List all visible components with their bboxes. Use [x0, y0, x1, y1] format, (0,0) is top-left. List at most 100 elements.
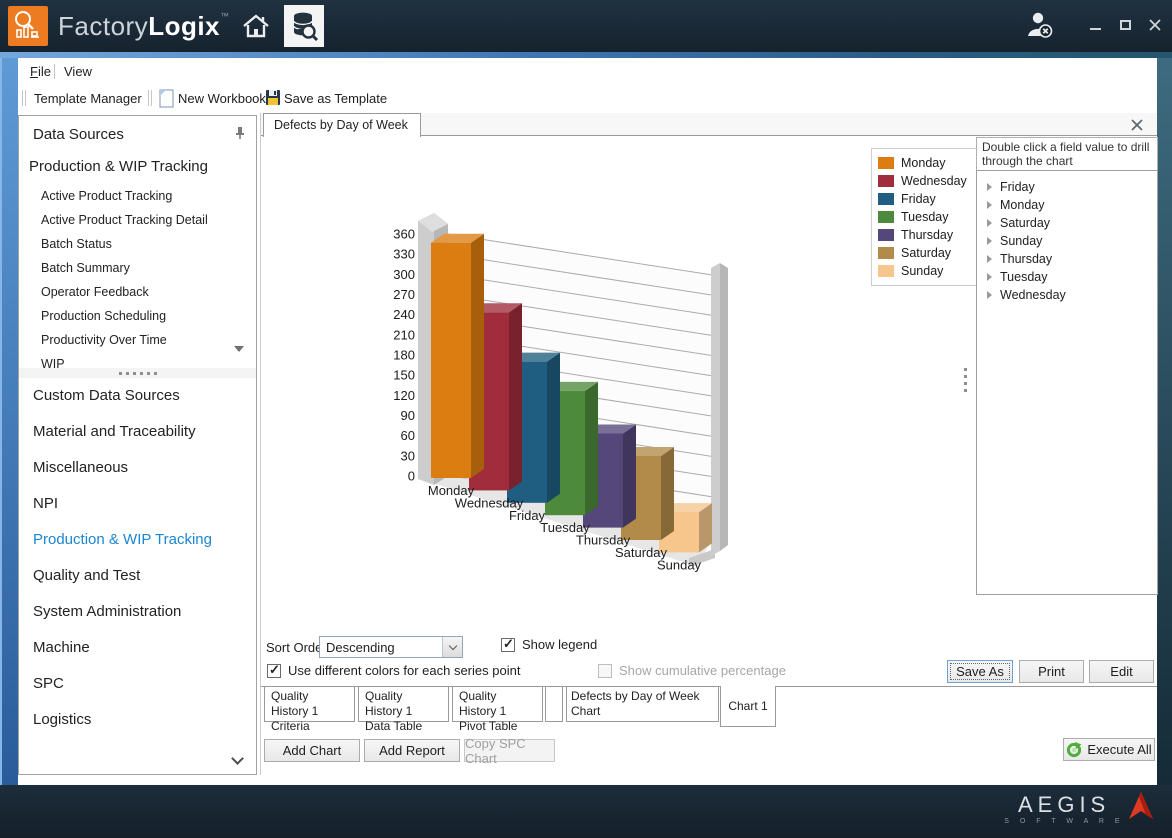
wip-dropdown-arrow-icon[interactable]	[234, 346, 244, 352]
menu-view[interactable]: View	[64, 64, 92, 79]
save-as-button[interactable]: Save As	[947, 660, 1013, 683]
use-colors-checkbox[interactable]: Use different colors for each series poi…	[267, 662, 521, 678]
expand-arrow-icon[interactable]	[987, 201, 992, 209]
sidebar-category[interactable]: Machine	[33, 639, 90, 656]
legend-swatch	[878, 211, 894, 223]
sidebar-item[interactable]: Batch Summary	[41, 261, 130, 275]
sidebar-category[interactable]: Custom Data Sources	[33, 387, 180, 404]
legend-item: Sunday	[878, 262, 967, 280]
home-button[interactable]	[236, 5, 276, 47]
expand-arrow-icon[interactable]	[987, 237, 992, 245]
expand-arrow-icon[interactable]	[987, 183, 992, 191]
legend-label: Monday	[901, 156, 946, 170]
copy-spc-chart-button: Copy SPC Chart	[464, 736, 555, 766]
sidebar-category[interactable]: Material and Traceability	[33, 423, 196, 440]
minimize-button[interactable]	[1088, 18, 1102, 32]
maximize-icon	[1119, 20, 1131, 30]
tab-quality-history-pivot-table[interactable]: Quality History 1 Pivot Table	[452, 686, 543, 733]
show-legend-label: Show legend	[522, 637, 598, 652]
checkbox-checked-icon[interactable]	[501, 636, 515, 652]
execute-all-button[interactable]: Execute All	[1063, 738, 1155, 761]
tab-quality-history-criteria[interactable]: Quality History 1 Criteria	[264, 686, 355, 733]
sidebar-item[interactable]: Active Product Tracking Detail	[41, 213, 208, 227]
edit-button[interactable]: Edit	[1089, 660, 1154, 683]
category-label: Tuesday	[540, 520, 590, 535]
expand-arrow-icon[interactable]	[987, 291, 992, 299]
y-tick-label: 240	[393, 307, 415, 322]
expand-arrow-icon[interactable]	[987, 219, 992, 227]
sidebar-category[interactable]: Miscellaneous	[33, 459, 129, 476]
sort-order-dropdown[interactable]: Descending	[319, 636, 463, 658]
save-as-template-button[interactable]: Save as Template	[284, 91, 388, 106]
sidebar-item-list: Active Product Tracking Active Product Tr…	[19, 184, 256, 376]
drill-field-item[interactable]: Monday	[977, 196, 1157, 214]
cumulative-label: Show cumulative percentage	[619, 663, 786, 678]
add-report-button[interactable]: Add Report	[364, 739, 460, 762]
expand-arrow-icon[interactable]	[987, 255, 992, 263]
sidebar-group-title[interactable]: Production & WIP Tracking	[29, 158, 208, 175]
sidebar-item[interactable]: Operator Feedback	[41, 285, 149, 299]
checkbox-checked-icon[interactable]	[267, 662, 281, 678]
add-chart-button[interactable]: Add Chart	[264, 739, 360, 762]
window-frame-right	[1157, 58, 1172, 785]
sidebar-category[interactable]: System Administration	[33, 603, 182, 620]
new-workbook-button[interactable]: New Workbook	[178, 91, 266, 106]
show-legend-checkbox[interactable]: Show legend	[501, 636, 598, 652]
aegis-sub-text: S O F T W A R E	[1004, 818, 1124, 825]
expand-arrow-icon[interactable]	[987, 273, 992, 281]
drill-field-label: Thursday	[1000, 252, 1053, 266]
window-controls	[1088, 18, 1162, 32]
sort-order-label: Sort Order:	[266, 640, 331, 655]
dropdown-button[interactable]	[442, 637, 462, 657]
legend-swatch	[878, 157, 894, 169]
data-analytics-button[interactable]	[284, 5, 324, 47]
legend-swatch	[878, 247, 894, 259]
drill-field-item[interactable]: Thursday	[977, 250, 1157, 268]
panel-splitter-handle[interactable]	[964, 368, 967, 392]
pin-icon[interactable]	[235, 126, 246, 145]
sidebar-category[interactable]: SPC	[33, 675, 64, 692]
sidebar-category[interactable]: Logistics	[33, 711, 92, 728]
print-button[interactable]: Print	[1019, 660, 1084, 683]
sidebar-item[interactable]: Productivity Over Time	[41, 333, 167, 347]
close-button[interactable]	[1148, 18, 1162, 32]
menu-file[interactable]: File	[30, 64, 51, 79]
close-document-icon[interactable]	[1131, 118, 1145, 132]
drill-field-item[interactable]: Friday	[977, 178, 1157, 196]
execute-all-label: Execute All	[1087, 742, 1152, 757]
sidebar-category[interactable]: NPI	[33, 495, 59, 512]
legend-swatch	[878, 265, 894, 277]
logout-user-icon[interactable]	[1024, 11, 1054, 39]
defects-bar-chart: 0 30 60 90 120 150 180 210 240 270 300 330 360 Sunday…	[393, 213, 728, 572]
brand-trademark: ™	[220, 11, 230, 21]
sidebar-item[interactable]: Active Product Tracking	[41, 189, 173, 203]
drill-field-label: Monday	[1000, 198, 1045, 212]
toolbar-separator	[148, 90, 152, 106]
drill-field-item[interactable]: Wednesday	[977, 286, 1157, 304]
sidebar-item[interactable]: Batch Status	[41, 237, 112, 251]
bar-monday[interactable]	[431, 233, 484, 478]
drill-field-item[interactable]: Saturday	[977, 214, 1157, 232]
sidebar-category[interactable]: Quality and Test	[33, 567, 141, 584]
legend-label: Wednesday	[901, 174, 967, 188]
use-colors-label: Use different colors for each series poi…	[288, 663, 521, 678]
template-manager-button[interactable]: Template Manager	[34, 91, 142, 106]
sidebar-splitter-handle[interactable]	[19, 368, 256, 378]
tab-empty[interactable]	[545, 686, 563, 722]
maximize-button[interactable]	[1118, 18, 1132, 32]
y-tick-label: 90	[401, 408, 415, 423]
sidebar-item[interactable]: Production Scheduling	[41, 309, 167, 323]
sidebar-expand-chevron-icon[interactable]	[231, 752, 244, 765]
drill-field-item[interactable]: Sunday	[977, 232, 1157, 250]
tab-chart-1[interactable]: Chart 1	[720, 686, 776, 727]
category-label: Wednesday	[455, 495, 524, 510]
legend-label: Saturday	[901, 246, 952, 260]
brand-logix: Logix	[148, 11, 221, 41]
doc-tab-defects-by-day-of-week[interactable]: Defects by Day of Week	[263, 113, 421, 137]
sidebar-category[interactable]: Production & WIP Tracking	[33, 531, 212, 548]
drill-field-item[interactable]: Tuesday	[977, 268, 1157, 286]
tab-quality-history-data-table[interactable]: Quality History 1 Data Table	[358, 686, 449, 733]
tab-defects-chart[interactable]: Defects by Day of Week Chart	[566, 686, 719, 722]
titlebar: FactoryLogix™	[0, 0, 1172, 52]
sidebar-item[interactable]: WIP	[41, 357, 65, 371]
